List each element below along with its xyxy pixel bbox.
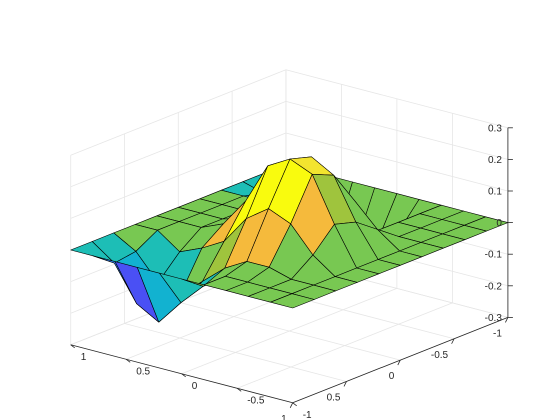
grid-line [285, 69, 509, 129]
z-tick-label: -0.3 [485, 313, 503, 324]
x-tick-mark [397, 359, 401, 366]
y-tick-label: -1 [303, 410, 312, 420]
y-tick-mark [292, 402, 297, 407]
grid-line [70, 132, 287, 219]
grid-line [70, 69, 287, 156]
z-tick-label: 0.1 [488, 187, 502, 198]
y-tick-label: 0.5 [136, 366, 150, 377]
y-tick-label: -0.5 [247, 395, 265, 406]
y-tick-mark [70, 344, 75, 349]
x-tick-label: 0 [389, 371, 395, 382]
surface-patch [270, 293, 315, 309]
x-tick-mark [505, 317, 509, 323]
grid-line [285, 132, 509, 192]
z-tick-label: -0.2 [485, 281, 503, 292]
z-tick-label: 0.3 [488, 123, 502, 134]
axes: -1 -0.5 0 0.5 1 -1 -0.5 0 0.5 1 -0.3 -0.2 -0.1 0 0.1 0.… [70, 123, 513, 420]
x-tick-label: 1 [281, 414, 287, 420]
x-tick-mark [451, 338, 455, 344]
y-tick-label: 1 [81, 352, 87, 363]
z-tick-label: -0.1 [485, 250, 503, 261]
surface-patches [70, 156, 509, 323]
grid-line [237, 302, 453, 389]
y-tick-label: 0 [192, 381, 198, 392]
x-tick-mark [289, 402, 294, 408]
x-tick-label: 0.5 [327, 392, 341, 403]
z-tick-label: 0.2 [488, 155, 502, 166]
x-tick-label: -0.5 [431, 350, 449, 361]
x-tick-label: -1 [493, 328, 502, 339]
x-tick-mark [343, 381, 347, 387]
grid-line [181, 288, 398, 375]
y-tick-mark [236, 387, 242, 392]
grid-line [70, 101, 287, 188]
x-axis-line [292, 317, 509, 404]
y-tick-mark [181, 373, 186, 378]
grid-line [285, 101, 509, 160]
z-tick-label: 0 [496, 218, 502, 229]
y-tick-mark [125, 358, 131, 363]
